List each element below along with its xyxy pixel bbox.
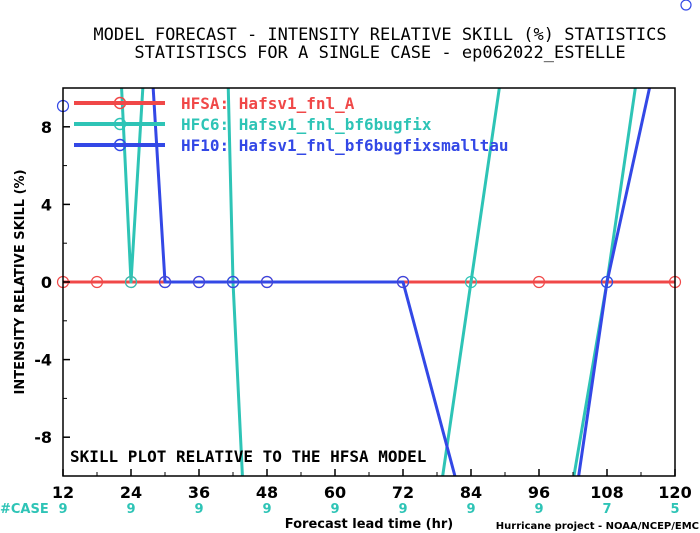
series-2-point-9 [600,275,614,289]
legend-label-2: HF10: Hafsv1_fnl_bf6bugfixsmalltau [181,136,509,155]
legend-label-1: HFC6: Hafsv1_fnl_bf6bugfix [181,115,432,134]
x-tick-label-108: 108 [590,483,623,502]
case-count-60: 9 [330,502,339,517]
x-tick-label-120: 120 [658,483,691,502]
case-count-120: 5 [670,502,679,517]
y-tick-label-4: 4 [41,195,52,214]
legend-marker-0 [113,96,127,110]
case-count-96: 9 [534,502,543,517]
x-tick-label-60: 60 [324,483,346,502]
x-tick-label-84: 84 [460,483,482,502]
y-tick-label--8: -8 [34,428,52,447]
x-tick-label-96: 96 [528,483,550,502]
y-tick-label--4: -4 [34,351,52,370]
series-2-point-4 [260,275,274,289]
case-count-84: 9 [466,502,475,517]
case-count-36: 9 [194,502,203,517]
x-tick-label-36: 36 [188,483,210,502]
y-tick-label-0: 0 [41,273,52,292]
case-count-12: 9 [58,502,67,517]
corner-circle-icon [680,0,692,11]
case-count-24: 9 [126,502,135,517]
case-count-72: 9 [398,502,407,517]
x-tick-label-72: 72 [392,483,414,502]
series-0-point-8 [532,275,546,289]
x-tick-label-12: 12 [52,483,74,502]
series-2-point-3 [226,275,240,289]
y-axis-label: INTENSITY RELATIVE SKILL (%) [13,169,28,394]
legend-label-0: HFSA: Hafsv1_fnl_A [181,94,355,113]
annotation: SKILL PLOT RELATIVE TO THE HFSA MODEL [70,447,426,466]
y-tick-label-8: 8 [41,118,52,137]
x-tick-label-24: 24 [120,483,142,502]
legend-marker-2 [113,138,127,152]
x-axis-label: Forecast lead time (hr) [285,517,453,532]
series-0-point-1 [90,275,104,289]
series-1-point-1 [124,275,138,289]
series-1-point-9 [464,275,478,289]
chart-title: MODEL FORECAST - INTENSITY RELATIVE SKIL… [93,25,666,45]
case-label: #CASE [0,502,49,517]
legend-marker-1 [113,117,127,131]
case-count-108: 7 [602,502,611,517]
x-tick-label-48: 48 [256,483,278,502]
series-2-point-2 [192,275,206,289]
case-count-48: 9 [262,502,271,517]
series-line-2 [151,88,652,476]
chart-subtitle: STATISTISCS FOR A SINGLE CASE - ep062022… [134,43,625,63]
credit: Hurricane project - NOAA/NCEP/EMC [496,521,699,532]
series-2-point-5 [396,275,410,289]
series-2-point-1 [158,275,172,289]
